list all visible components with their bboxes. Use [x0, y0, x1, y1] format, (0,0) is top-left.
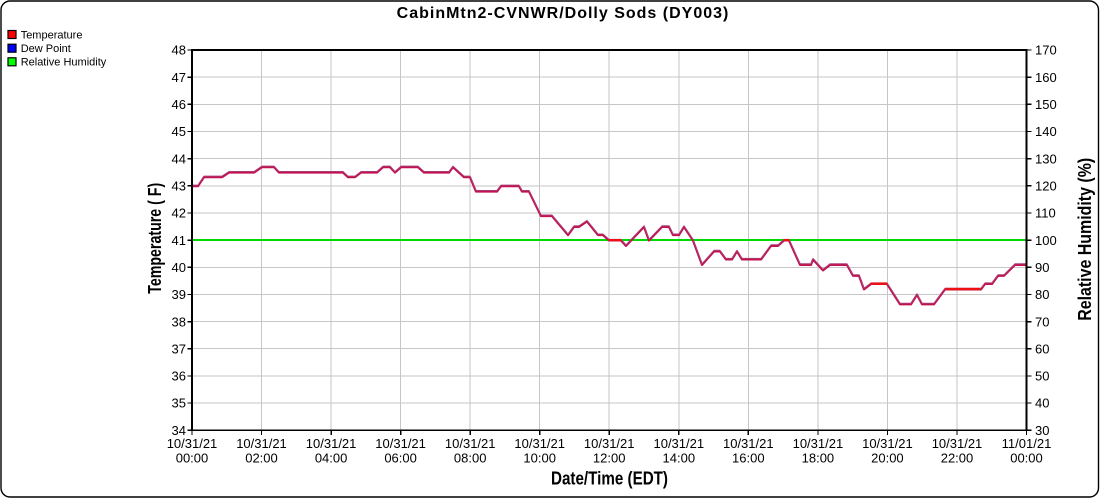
- svg-text:170: 170: [1035, 43, 1057, 58]
- svg-text:150: 150: [1035, 97, 1057, 112]
- svg-text:45: 45: [172, 124, 186, 139]
- svg-text:37: 37: [172, 341, 186, 356]
- svg-text:10/31/21: 10/31/21: [862, 436, 913, 451]
- svg-text:130: 130: [1035, 151, 1057, 166]
- svg-text:Date/Time (EDT): Date/Time (EDT): [551, 469, 668, 489]
- svg-text:08:00: 08:00: [454, 450, 487, 465]
- svg-text:40: 40: [172, 260, 186, 275]
- svg-text:44: 44: [172, 151, 186, 166]
- svg-text:Temperature ( F): Temperature ( F): [145, 183, 165, 294]
- svg-text:00:00: 00:00: [176, 450, 209, 465]
- svg-text:41: 41: [172, 233, 186, 248]
- svg-text:12:00: 12:00: [593, 450, 626, 465]
- svg-text:42: 42: [172, 206, 186, 221]
- svg-text:10/31/21: 10/31/21: [236, 436, 287, 451]
- svg-text:70: 70: [1035, 314, 1049, 329]
- svg-text:10/31/21: 10/31/21: [445, 436, 496, 451]
- svg-text:10/31/21: 10/31/21: [723, 436, 774, 451]
- svg-text:10:00: 10:00: [523, 450, 556, 465]
- svg-text:100: 100: [1035, 233, 1057, 248]
- svg-text:11/01/21: 11/01/21: [1002, 436, 1052, 451]
- svg-text:CabinMtn2-CVNWR/Dolly Sods (DY: CabinMtn2-CVNWR/Dolly Sods (DY003): [397, 5, 730, 22]
- svg-text:39: 39: [172, 287, 186, 302]
- svg-text:10/31/21: 10/31/21: [514, 436, 565, 451]
- svg-text:20:00: 20:00: [871, 450, 904, 465]
- svg-text:06:00: 06:00: [384, 450, 417, 465]
- svg-text:10/31/21: 10/31/21: [306, 436, 357, 451]
- svg-text:35: 35: [172, 396, 186, 411]
- svg-text:04:00: 04:00: [315, 450, 348, 465]
- svg-text:22:00: 22:00: [941, 450, 974, 465]
- svg-text:60: 60: [1035, 341, 1049, 356]
- svg-text:36: 36: [172, 369, 186, 384]
- svg-text:Relative Humidity: Relative Humidity: [21, 57, 107, 69]
- svg-text:30: 30: [1035, 423, 1049, 438]
- svg-text:10/31/21: 10/31/21: [793, 436, 844, 451]
- svg-text:10/31/21: 10/31/21: [932, 436, 983, 451]
- svg-text:Temperature: Temperature: [21, 29, 83, 41]
- svg-text:Dew Point: Dew Point: [21, 43, 71, 55]
- svg-text:43: 43: [172, 179, 186, 194]
- svg-text:46: 46: [172, 97, 186, 112]
- svg-text:160: 160: [1035, 70, 1057, 85]
- svg-text:38: 38: [172, 314, 186, 329]
- svg-text:16:00: 16:00: [732, 450, 765, 465]
- svg-text:110: 110: [1035, 206, 1056, 221]
- svg-text:34: 34: [172, 423, 186, 438]
- svg-text:Relative Humidity (%): Relative Humidity (%): [1075, 158, 1095, 321]
- svg-text:14:00: 14:00: [663, 450, 696, 465]
- svg-text:02:00: 02:00: [245, 450, 278, 465]
- svg-text:80: 80: [1035, 287, 1049, 302]
- svg-text:47: 47: [172, 70, 186, 85]
- svg-text:120: 120: [1035, 179, 1057, 194]
- svg-text:10/31/21: 10/31/21: [375, 436, 426, 451]
- svg-text:00:00: 00:00: [1010, 450, 1043, 465]
- svg-text:90: 90: [1035, 260, 1049, 275]
- svg-text:48: 48: [172, 43, 186, 58]
- svg-text:10/31/21: 10/31/21: [167, 436, 218, 451]
- svg-text:140: 140: [1035, 124, 1057, 139]
- svg-text:40: 40: [1035, 396, 1049, 411]
- svg-text:50: 50: [1035, 369, 1049, 384]
- svg-text:10/31/21: 10/31/21: [584, 436, 635, 451]
- svg-text:18:00: 18:00: [802, 450, 835, 465]
- svg-text:10/31/21: 10/31/21: [653, 436, 704, 451]
